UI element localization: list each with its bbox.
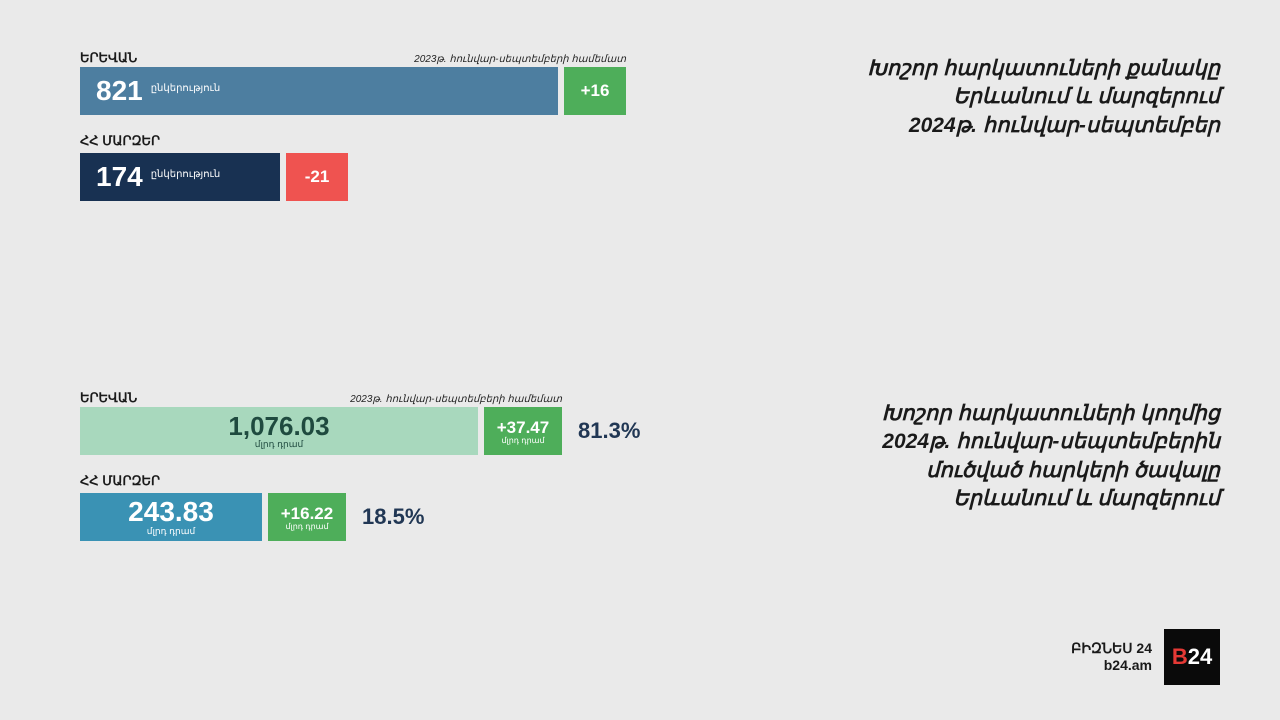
bar-main: 821 ընկերություն <box>80 67 558 115</box>
bar-value: 243.83 <box>128 498 214 526</box>
bar-delta: +16.22մլրդ դրամ <box>268 493 346 541</box>
bar-main: 174 ընկերություն <box>80 153 280 201</box>
bar-main: 243.83մլրդ դրամ <box>80 493 262 541</box>
title-line: 2024թ. հունվար-սեպտեմբեր <box>867 112 1220 140</box>
count-title: Խոշոր հարկատուների քանակըԵրևանում և մարզ… <box>867 55 1220 140</box>
bar-unit: մլրդ դրամ <box>255 439 303 450</box>
title-line: 2024թ. հունվար-սեպտեմբերին <box>882 428 1220 456</box>
delta-value: +16 <box>581 81 610 101</box>
percent-label: 81.3% <box>578 418 640 444</box>
title-line: Երևանում և մարզերում <box>882 485 1220 513</box>
bar-unit: ընկերություն <box>151 83 221 100</box>
bar-value: 821 <box>96 67 143 115</box>
bar-main: 1,076.03մլրդ դրամ <box>80 407 478 455</box>
bar-row: 174 ընկերություն -21 <box>80 153 626 201</box>
delta-value: -21 <box>305 167 330 187</box>
delta-value: +16.22 <box>281 504 333 524</box>
bar-value: 174 <box>96 153 143 201</box>
logo-b: B <box>1172 644 1188 670</box>
brand-block: ԲԻԶՆԵՍ 24 b24.am B24 <box>1071 629 1220 685</box>
brand-logo: B24 <box>1164 629 1220 685</box>
bar-delta: +37.47մլրդ դրամ <box>484 407 562 455</box>
count-section: ԵՐԵՎԱՆ2023թ. հունվար-սեպտեմբերի համեմատ8… <box>80 50 626 219</box>
bar-label: ՀՀ ՄԱՐԶԵՐ <box>80 133 626 149</box>
brand-name: ԲԻԶՆԵՍ 24 <box>1071 640 1152 657</box>
percent-label: 18.5% <box>362 504 424 530</box>
delta-unit: մլրդ դրամ <box>501 436 544 445</box>
bar-delta: -21 <box>286 153 348 201</box>
bar-unit: մլրդ դրամ <box>147 526 195 537</box>
bar-row: 1,076.03մլրդ դրամ+37.47մլրդ դրամ81.3% <box>80 407 640 455</box>
bar-unit: ընկերություն <box>151 169 221 186</box>
title-line: Խոշոր հարկատուների քանակը <box>867 55 1220 83</box>
bar-delta: +16 <box>564 67 626 115</box>
bar-value: 1,076.03 <box>228 413 329 439</box>
comparison-note: 2023թ. հունվար-սեպտեմբերի համեմատ <box>80 394 562 405</box>
volume-title: Խոշոր հարկատուների կողմից2024թ. հունվար-… <box>882 400 1220 513</box>
title-line: մուծված հարկերի ծավալը <box>882 457 1220 485</box>
brand-site: b24.am <box>1071 657 1152 674</box>
logo-n: 24 <box>1188 644 1212 670</box>
delta-unit: մլրդ դրամ <box>285 522 328 531</box>
volume-section: ԵՐԵՎԱՆ2023թ. հունվար-սեպտեմբերի համեմատ1… <box>80 390 640 559</box>
bar-label: ՀՀ ՄԱՐԶԵՐ <box>80 473 640 489</box>
title-line: Խոշոր հարկատուների կողմից <box>882 400 1220 428</box>
title-line: Երևանում և մարզերում <box>867 83 1220 111</box>
bar-row: 821 ընկերություն +16 <box>80 67 626 115</box>
delta-value: +37.47 <box>497 418 549 438</box>
bar-row: 243.83մլրդ դրամ+16.22մլրդ դրամ18.5% <box>80 493 640 541</box>
comparison-note: 2023թ. հունվար-սեպտեմբերի համեմատ <box>80 54 626 65</box>
